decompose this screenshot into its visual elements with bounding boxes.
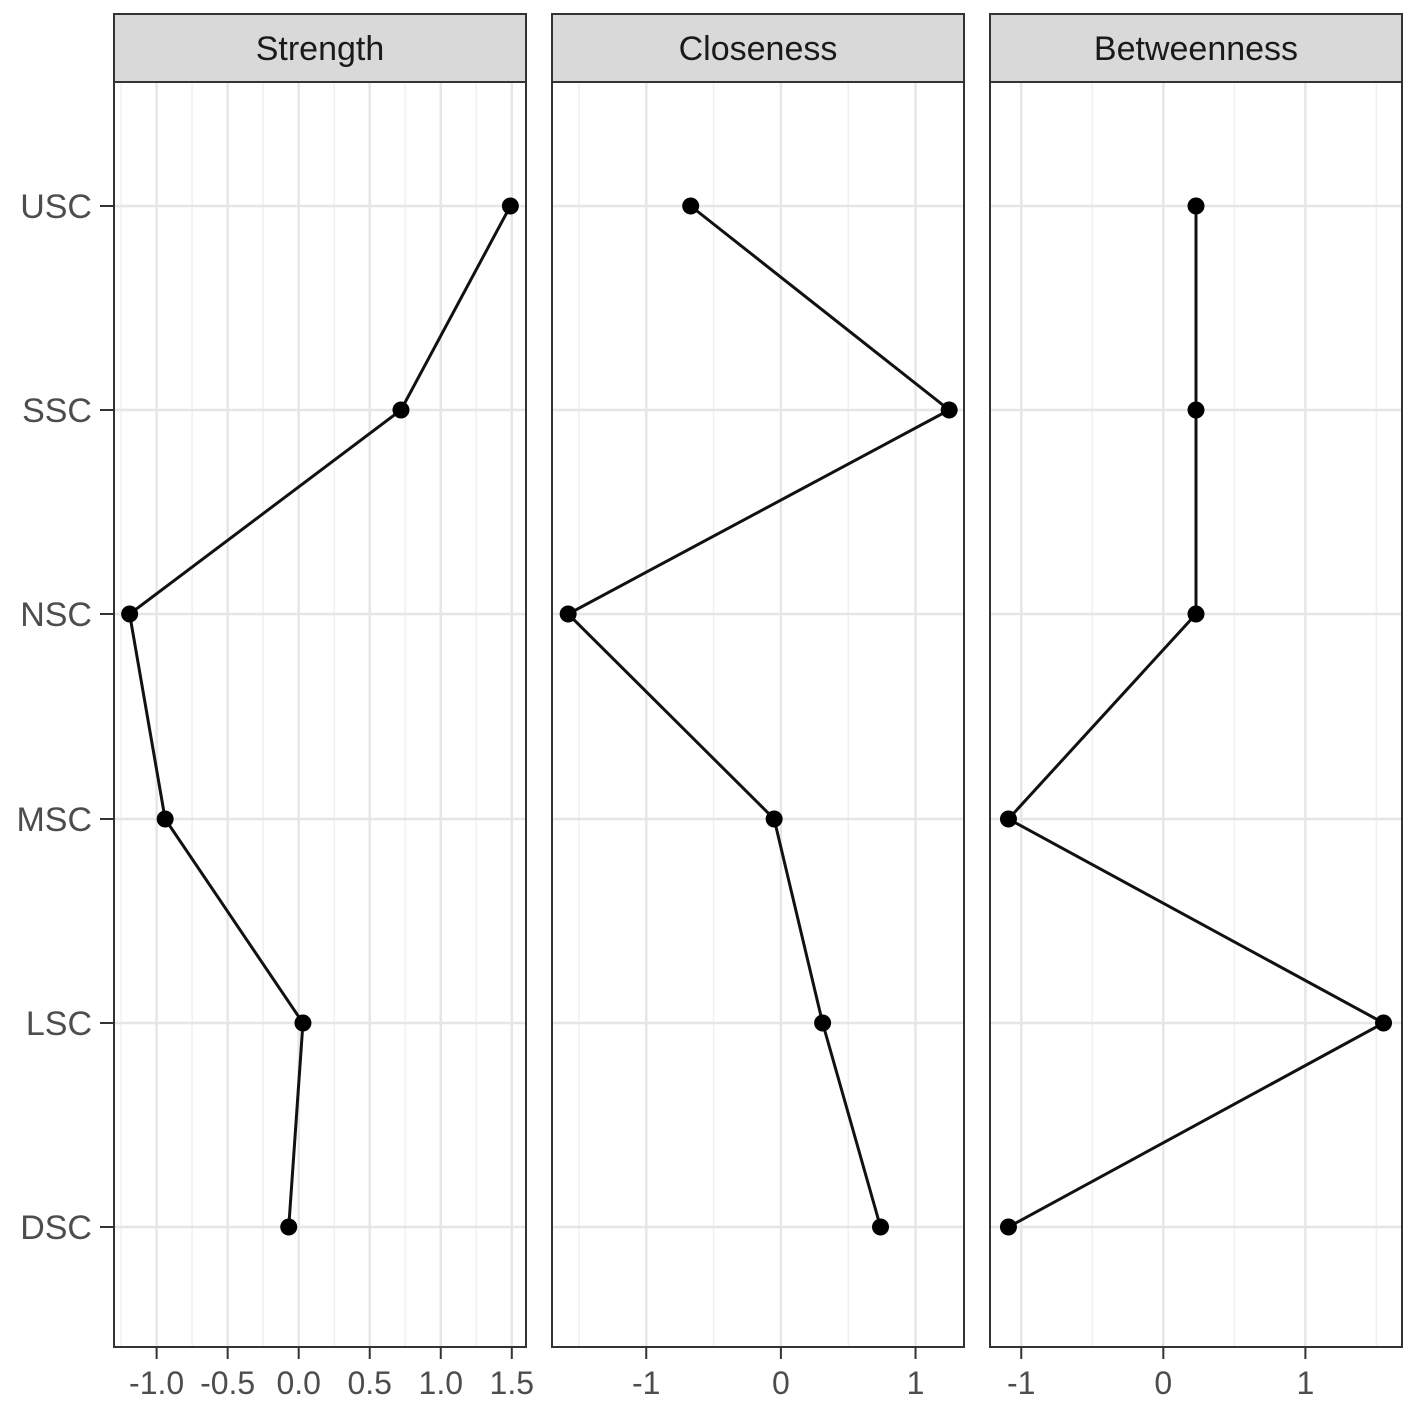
panel-strength: Strength -1.0 -0.5 0.0 0.5 1.0 1.5 <box>113 13 534 1401</box>
data-point-usc <box>501 197 519 215</box>
data-point-msc <box>765 810 783 828</box>
strip-label: Betweenness <box>1094 30 1298 68</box>
data-point-nsc <box>559 605 577 623</box>
data-point-lsc <box>294 1014 312 1032</box>
x-tick-label: 0 <box>772 1365 790 1401</box>
x-tick-label: -1 <box>632 1365 660 1401</box>
data-point-lsc <box>814 1014 832 1032</box>
data-point-ssc <box>392 401 410 419</box>
strip-label: Strength <box>256 30 385 68</box>
x-tick-label: -0.5 <box>200 1365 255 1401</box>
series-line-strength <box>127 205 512 1228</box>
x-tick-label: -1 <box>1007 1365 1035 1401</box>
strip-background <box>113 13 527 83</box>
strip-background <box>551 13 965 83</box>
data-point-lsc <box>1375 1014 1393 1032</box>
data-point-nsc <box>121 605 139 623</box>
x-tick-label: 1 <box>1296 1365 1314 1401</box>
y-tick-label-usc: USC <box>20 188 92 226</box>
x-tick-label: 0.5 <box>347 1365 391 1401</box>
x-tick-label: 1 <box>907 1365 925 1401</box>
y-tick-label-dsc: DSC <box>20 1209 92 1247</box>
data-point-dsc <box>872 1218 890 1236</box>
panel-background <box>552 82 964 1347</box>
data-point-ssc <box>940 401 958 419</box>
data-point-msc <box>156 810 174 828</box>
data-point-ssc <box>1187 401 1205 419</box>
x-tick-label: 0.0 <box>276 1365 320 1401</box>
data-point-nsc <box>1187 605 1205 623</box>
y-tick-label-lsc: LSC <box>26 1005 92 1043</box>
strip-background <box>989 13 1403 83</box>
y-tick-label-msc: MSC <box>16 801 92 839</box>
data-point-msc <box>999 810 1017 828</box>
x-tick-label: 1.0 <box>419 1365 463 1401</box>
data-point-usc <box>1187 197 1205 215</box>
data-point-dsc <box>280 1218 298 1236</box>
panel-betweenness: Betweenness -1 0 1 <box>989 13 1403 1401</box>
series-line-betweenness <box>1006 206 1387 1229</box>
x-tick-label: 0 <box>1154 1365 1172 1401</box>
panel-background <box>114 82 526 1347</box>
y-tick-label-nsc: NSC <box>20 596 92 634</box>
y-tick-label-ssc: SSC <box>22 392 92 430</box>
x-tick-label: 1.5 <box>490 1365 534 1401</box>
series-line-closeness <box>565 204 952 1228</box>
x-tick-label: -1.0 <box>129 1365 184 1401</box>
strip-label: Closeness <box>679 30 838 68</box>
data-point-dsc <box>999 1218 1017 1236</box>
panel-closeness: Closeness -1 0 1 <box>551 13 965 1401</box>
data-point-usc <box>682 197 700 215</box>
